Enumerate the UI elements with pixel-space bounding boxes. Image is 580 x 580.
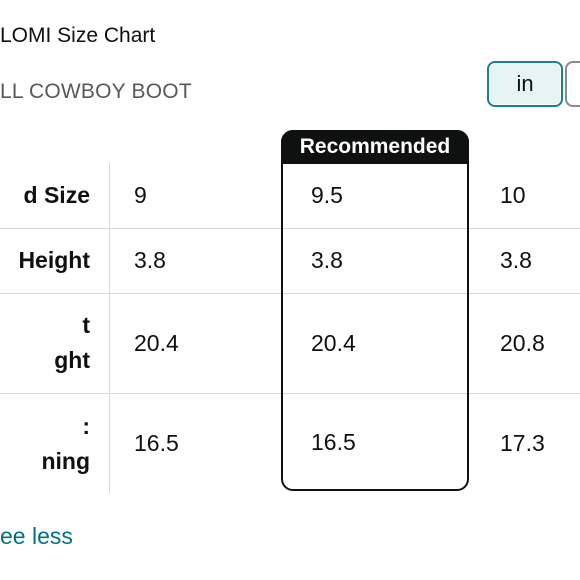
table-cell: 9.5 [311,182,343,208]
row-label-height: Height [18,247,90,273]
table-cell: 10 [500,182,526,208]
recommended-badge: Recommended [281,130,469,164]
row-label-line: ght [54,347,90,373]
row-label-shaft-opening: : ning [41,409,90,479]
row-label-line: : [82,413,90,439]
table-cell: 17.3 [500,430,545,456]
product-subtitle: LL COWBOY BOOT [0,80,192,103]
table-cell: 3.8 [311,247,343,273]
table-cell: 16.5 [311,429,356,455]
table-cell: 3.8 [134,247,166,273]
recommended-column-highlight [281,130,469,491]
unit-toggle: in [487,61,580,107]
unit-cm-button[interactable] [565,61,580,107]
table-column-divider [109,163,110,493]
unit-inches-button[interactable]: in [487,61,563,107]
table-cell: 3.8 [500,247,532,273]
row-label-shaft-height: t ght [54,308,90,378]
table-cell: 20.4 [311,330,356,356]
table-cell: 16.5 [134,430,179,456]
table-cell: 20.4 [134,330,179,356]
row-divider [0,293,580,294]
size-chart-title: LOMI Size Chart [0,24,156,47]
row-label-line: t [82,312,90,338]
row-divider [0,228,580,229]
row-divider [0,393,580,394]
table-cell: 20.8 [500,330,545,356]
row-label-line: ning [41,448,90,474]
table-cell: 9 [134,182,147,208]
row-label-size: d Size [23,182,90,208]
see-less-link[interactable]: ee less [0,523,73,549]
